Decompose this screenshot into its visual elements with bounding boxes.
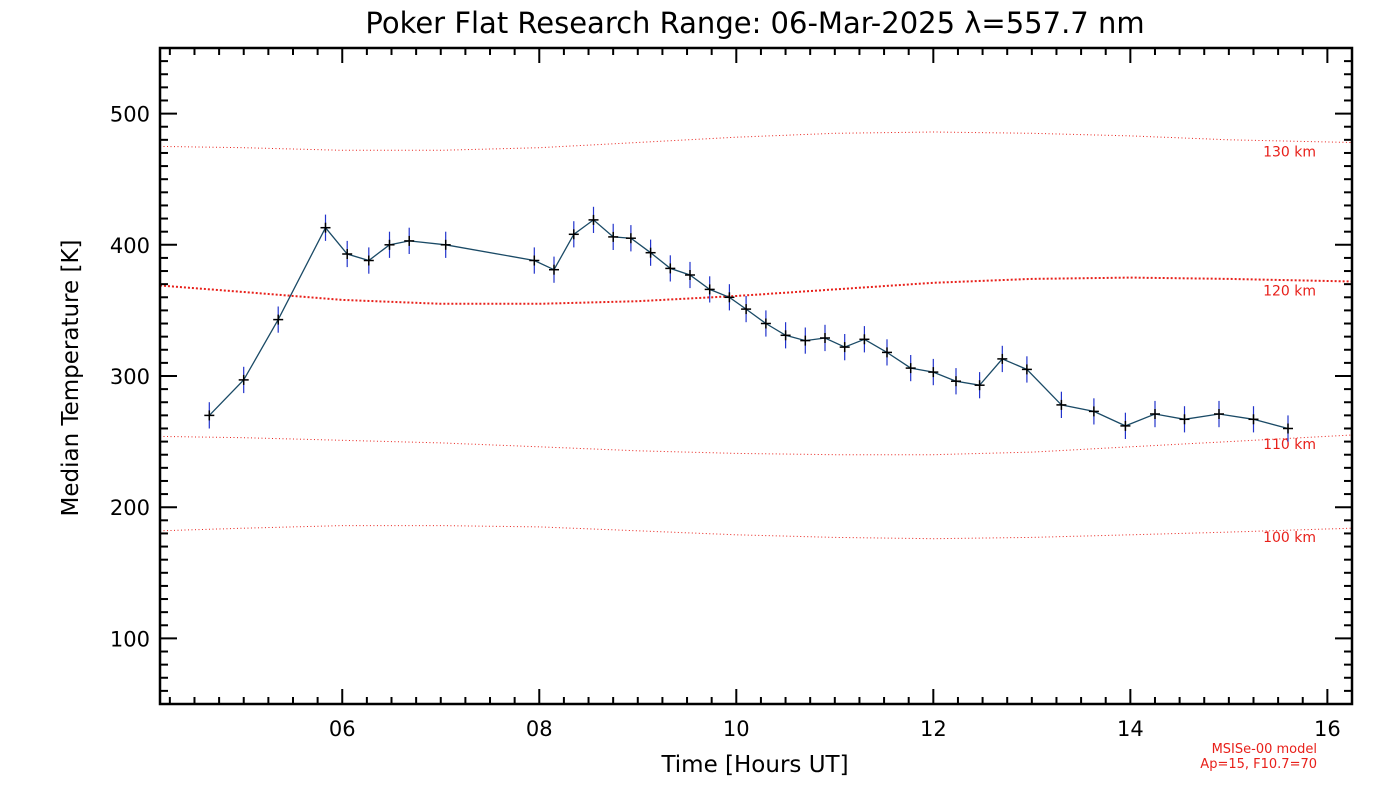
- model-curve-110-km: [159, 434, 1353, 456]
- data-point: [665, 263, 676, 274]
- data-point: [1150, 409, 1160, 419]
- model-curve-100-km: [159, 525, 1353, 540]
- model-curve-label: 100 km: [1263, 530, 1316, 546]
- x-tick-label: 16: [1314, 717, 1341, 741]
- model-curve-label: 120 km: [1263, 284, 1316, 300]
- data-point: [685, 270, 695, 280]
- data-point: [273, 314, 284, 325]
- model-params-note: Ap=15, F10.7=70: [1200, 757, 1317, 772]
- data-point: [974, 380, 985, 391]
- series-line: [208, 219, 1289, 430]
- data-point: [928, 367, 939, 378]
- data-point: [1056, 399, 1067, 410]
- x-tick-label: 10: [723, 717, 750, 741]
- x-tick-label: 06: [329, 717, 356, 741]
- model-note: MSISe-00 model: [1212, 742, 1317, 757]
- data-point: [342, 249, 353, 259]
- model-curve-130-km: [159, 131, 1353, 151]
- data-point: [1214, 409, 1224, 419]
- data-point: [800, 335, 811, 346]
- chart-title: Poker Flat Research Range: 06-Mar-2025 λ…: [365, 6, 1144, 40]
- model-curves: 130 km 120 km 110 km 100 km: [159, 131, 1353, 546]
- data-point: [320, 222, 331, 233]
- data-point: [724, 292, 735, 303]
- y-tick-label: 300: [110, 365, 150, 389]
- data-point: [404, 235, 415, 246]
- data-point: [905, 363, 916, 374]
- data-series: [204, 206, 1293, 442]
- data-point: [238, 374, 249, 385]
- data-point: [568, 229, 579, 240]
- model-curve-120-km: [159, 276, 1353, 305]
- model-curve-label: 110 km: [1263, 437, 1316, 453]
- data-point: [839, 342, 850, 353]
- data-point: [1179, 414, 1190, 425]
- y-axis-label: Median Temperature [K]: [58, 240, 84, 517]
- data-point: [529, 255, 540, 266]
- y-tick-label: 100: [110, 627, 150, 651]
- data-point: [1120, 420, 1131, 431]
- data-point: [440, 239, 451, 250]
- data-point: [820, 333, 830, 343]
- plot-frame: [158, 46, 1354, 706]
- data-point: [363, 255, 374, 266]
- model-curve-label: 130 km: [1263, 145, 1316, 161]
- data-point: [997, 353, 1008, 364]
- data-point: [549, 264, 559, 275]
- x-tick-label: 12: [920, 717, 947, 741]
- y-tick-label: 400: [110, 234, 150, 258]
- data-point: [704, 284, 715, 295]
- data-point: [1248, 414, 1259, 425]
- axis-ticks: 06 08 10 12 14 16 100 200 300 400 500: [110, 48, 1353, 741]
- data-point: [588, 214, 599, 225]
- data-point: [1283, 423, 1293, 434]
- y-tick-label: 500: [110, 103, 150, 127]
- data-point: [625, 233, 636, 244]
- data-point: [1088, 406, 1099, 417]
- data-point: [882, 347, 892, 358]
- data-point: [384, 239, 395, 250]
- data-point: [204, 410, 215, 421]
- data-point: [760, 318, 771, 329]
- x-tick-label: 08: [526, 717, 553, 741]
- data-point: [645, 247, 656, 258]
- data-point: [780, 330, 791, 341]
- data-point: [951, 376, 961, 387]
- x-axis-label: Time [Hours UT]: [660, 752, 848, 778]
- y-tick-label: 200: [110, 496, 150, 520]
- data-point: [608, 231, 619, 242]
- data-point: [1021, 364, 1032, 375]
- data-point: [741, 304, 752, 315]
- x-tick-label: 14: [1117, 717, 1144, 741]
- data-point: [859, 334, 870, 345]
